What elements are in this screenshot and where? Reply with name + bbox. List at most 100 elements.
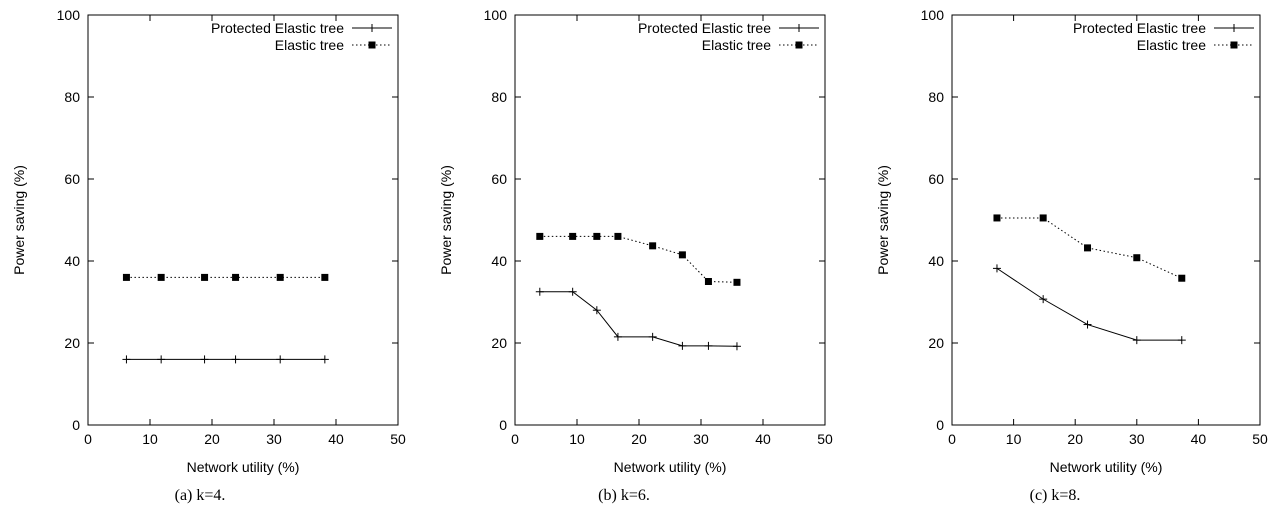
- y-axis-label: Power saving (%): [438, 165, 454, 275]
- data-point: [733, 278, 741, 286]
- y-tick-label: 80: [64, 89, 80, 105]
- y-axis-label: Power saving (%): [875, 165, 891, 275]
- data-point: [592, 306, 601, 315]
- x-tick-label: 20: [631, 431, 647, 447]
- x-tick-label: 50: [817, 431, 833, 447]
- y-tick-label: 80: [928, 89, 944, 105]
- data-point: [678, 251, 686, 259]
- data-point: [1084, 244, 1092, 252]
- data-point: [992, 264, 1001, 273]
- series-line-protected-elastic-tree: [539, 291, 737, 347]
- series-line-protected-elastic-tree: [996, 267, 1182, 341]
- data-point: [232, 273, 240, 281]
- x-tick-label: 10: [569, 431, 585, 447]
- x-tick-label: 40: [1191, 431, 1207, 447]
- x-tick-label: 30: [266, 431, 282, 447]
- data-point: [1039, 295, 1048, 304]
- x-tick-label: 50: [390, 431, 406, 447]
- legend-marker: [368, 41, 376, 49]
- plot-frame: [514, 14, 826, 426]
- chart-a: 0 10 20 30 40 50 0 20 40 60 80 100 Network utility (…: [11, 7, 406, 475]
- data-point: [649, 242, 657, 250]
- y-tick-label: 20: [491, 335, 507, 351]
- data-point: [1177, 336, 1186, 345]
- caption-a: (a) k=4.: [174, 487, 226, 504]
- legend-label: Protected Elastic tree: [211, 20, 344, 36]
- y-tick-label: 100: [484, 7, 508, 23]
- x-tick-label: 10: [1006, 431, 1022, 447]
- plot-frame: [87, 14, 399, 426]
- y-tick-label: 60: [64, 171, 80, 187]
- data-point: [201, 273, 209, 281]
- x-tick-label: 20: [204, 431, 220, 447]
- y-tick-label: 40: [64, 253, 80, 269]
- y-tick-label: 20: [928, 335, 944, 351]
- legend-label: Protected Elastic tree: [638, 20, 771, 36]
- data-point: [200, 355, 209, 364]
- legend-label: Protected Elastic tree: [1073, 20, 1206, 36]
- data-point: [1133, 254, 1141, 262]
- data-point: [320, 355, 329, 364]
- data-point: [321, 273, 329, 281]
- y-tick-label: 100: [921, 7, 945, 23]
- chart-panel-c: 0 10 20 30 40 50 0 20 40 60 80 100 Network utility (…: [856, 0, 1284, 525]
- y-tick-label: 0: [499, 417, 507, 433]
- x-tick-label: 30: [693, 431, 709, 447]
- data-point: [231, 355, 240, 364]
- y-tick-label: 20: [64, 335, 80, 351]
- x-axis-label: Network utility (%): [187, 459, 300, 475]
- y-tick-label: 60: [928, 171, 944, 187]
- y-tick-label: 0: [72, 417, 80, 433]
- data-point: [993, 214, 1001, 222]
- x-axis-label: Network utility (%): [1050, 459, 1163, 475]
- legend-label: Elastic tree: [1137, 37, 1206, 53]
- data-point: [704, 278, 712, 285]
- y-tick-label: 0: [936, 417, 944, 433]
- data-point: [648, 332, 657, 341]
- data-point: [157, 355, 166, 364]
- x-tick-label: 0: [948, 431, 956, 447]
- legend-label: Elastic tree: [702, 37, 771, 53]
- data-point: [1178, 274, 1186, 282]
- x-tick-label: 0: [511, 431, 519, 447]
- y-axis-label: Power saving (%): [11, 165, 27, 275]
- data-point: [614, 232, 622, 240]
- y-tick-label: 60: [491, 171, 507, 187]
- data-point: [1083, 320, 1092, 329]
- x-tick-label: 20: [1067, 431, 1083, 447]
- legend-label: Elastic tree: [275, 37, 344, 53]
- chart-panel-a: 0 10 20 30 40 50 0 20 40 60 80 100 Network utility (…: [0, 0, 428, 525]
- data-point: [535, 287, 544, 296]
- data-point: [276, 273, 284, 281]
- data-point: [122, 273, 130, 281]
- x-axis-label: Network utility (%): [614, 459, 727, 475]
- y-tick-label: 100: [57, 7, 81, 23]
- x-tick-label: 40: [755, 431, 771, 447]
- chart-panel-b: 0 10 20 30 40 50 0 20 40 60 80 100 Network utility (…: [428, 0, 856, 525]
- caption-b: (b) k=6.: [598, 487, 650, 504]
- y-tick-label: 40: [491, 253, 507, 269]
- x-tick-label: 40: [328, 431, 344, 447]
- y-tick-label: 80: [491, 89, 507, 105]
- chart-c: 0 10 20 30 40 50 0 20 40 60 80 100 Network utility (…: [875, 7, 1268, 475]
- x-tick-label: 30: [1129, 431, 1145, 447]
- legend-marker: [795, 41, 803, 49]
- data-point: [613, 332, 622, 341]
- y-tick-label: 40: [928, 253, 944, 269]
- data-point: [678, 341, 687, 350]
- chart-b: 0 10 20 30 40 50 0 20 40 60 80 100 Network utility (…: [438, 7, 833, 475]
- plot-frame: [951, 14, 1261, 426]
- data-point: [593, 232, 601, 240]
- data-point: [276, 355, 285, 364]
- data-point: [732, 342, 741, 351]
- data-point: [122, 355, 131, 364]
- data-point: [704, 341, 713, 350]
- caption-c: (c) k=8.: [1029, 487, 1081, 504]
- data-point: [1039, 214, 1047, 222]
- x-tick-label: 0: [84, 431, 92, 447]
- data-point: [536, 232, 544, 240]
- legend-marker: [1230, 41, 1238, 49]
- data-point: [1132, 336, 1141, 345]
- x-tick-label: 10: [142, 431, 158, 447]
